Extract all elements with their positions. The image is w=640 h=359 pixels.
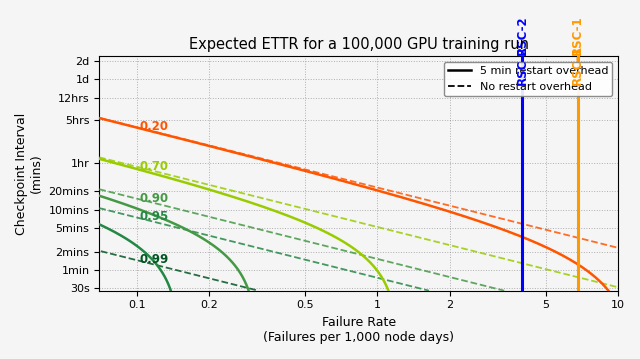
Text: 0.20: 0.20 [140, 120, 168, 133]
Title: Expected ETTR for a 100,000 GPU training run: Expected ETTR for a 100,000 GPU training… [189, 37, 529, 52]
Legend: 5 min restart overhead, No restart overhead: 5 min restart overhead, No restart overh… [444, 62, 612, 96]
Text: 0.95: 0.95 [140, 210, 169, 223]
Text: RSC-2: RSC-2 [516, 15, 529, 55]
Text: RSC-1: RSC-1 [571, 15, 584, 55]
Text: 0.70: 0.70 [140, 160, 168, 173]
X-axis label: Failure Rate
(Failures per 1,000 node days): Failure Rate (Failures per 1,000 node da… [263, 316, 454, 344]
Text: RSC-1: RSC-1 [571, 46, 584, 85]
Y-axis label: Checkpoint Interval
(mins): Checkpoint Interval (mins) [15, 112, 43, 234]
Text: 0.99: 0.99 [140, 253, 169, 266]
Text: 0.90: 0.90 [140, 192, 169, 205]
Text: RSC-2: RSC-2 [516, 46, 529, 85]
